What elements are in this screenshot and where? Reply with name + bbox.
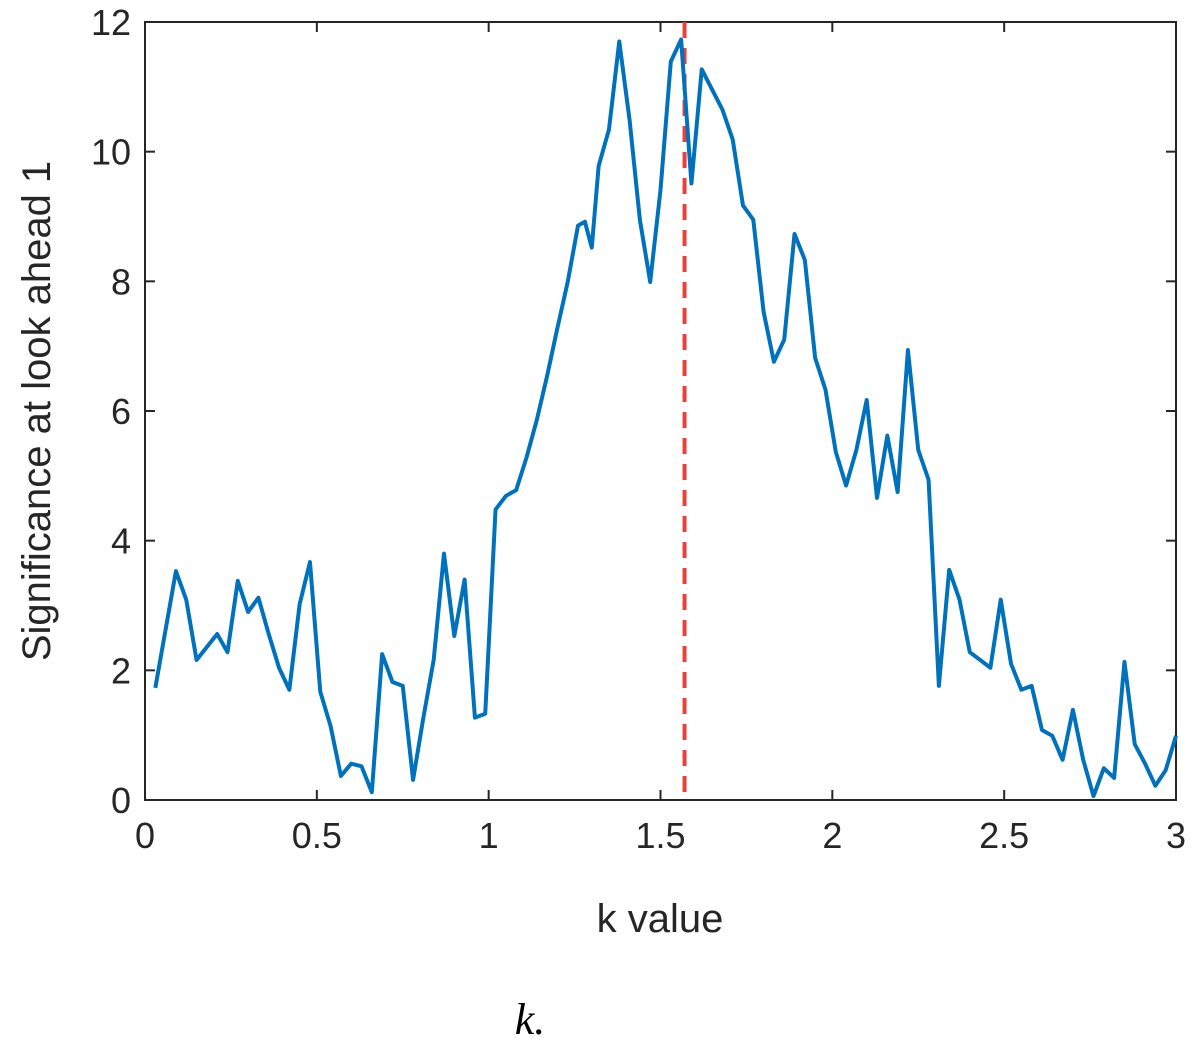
x-axis-label: k value: [597, 897, 724, 941]
x-tick-label: 3: [1166, 815, 1186, 856]
x-tick-label: 1: [479, 815, 499, 856]
y-tick-label: 2: [111, 650, 131, 691]
x-tick-label: 2.5: [979, 815, 1029, 856]
caption: k.: [515, 995, 546, 1044]
x-tick-label: 0: [135, 815, 155, 856]
x-tick-label: 1.5: [635, 815, 685, 856]
y-tick-label: 4: [111, 521, 131, 562]
y-tick-label: 10: [91, 132, 131, 173]
y-tick-label: 0: [111, 780, 131, 821]
axes-frame: [144, 21, 1177, 801]
x-tick-label: 0.5: [292, 815, 342, 856]
x-tick-label: 2: [822, 815, 842, 856]
y-tick-label: 6: [111, 391, 131, 432]
y-tick-label: 12: [91, 2, 131, 43]
y-axis-label: Significance at look ahead 1: [15, 161, 59, 661]
data-line: [153, 37, 1178, 799]
y-tick-label: 8: [111, 261, 131, 302]
